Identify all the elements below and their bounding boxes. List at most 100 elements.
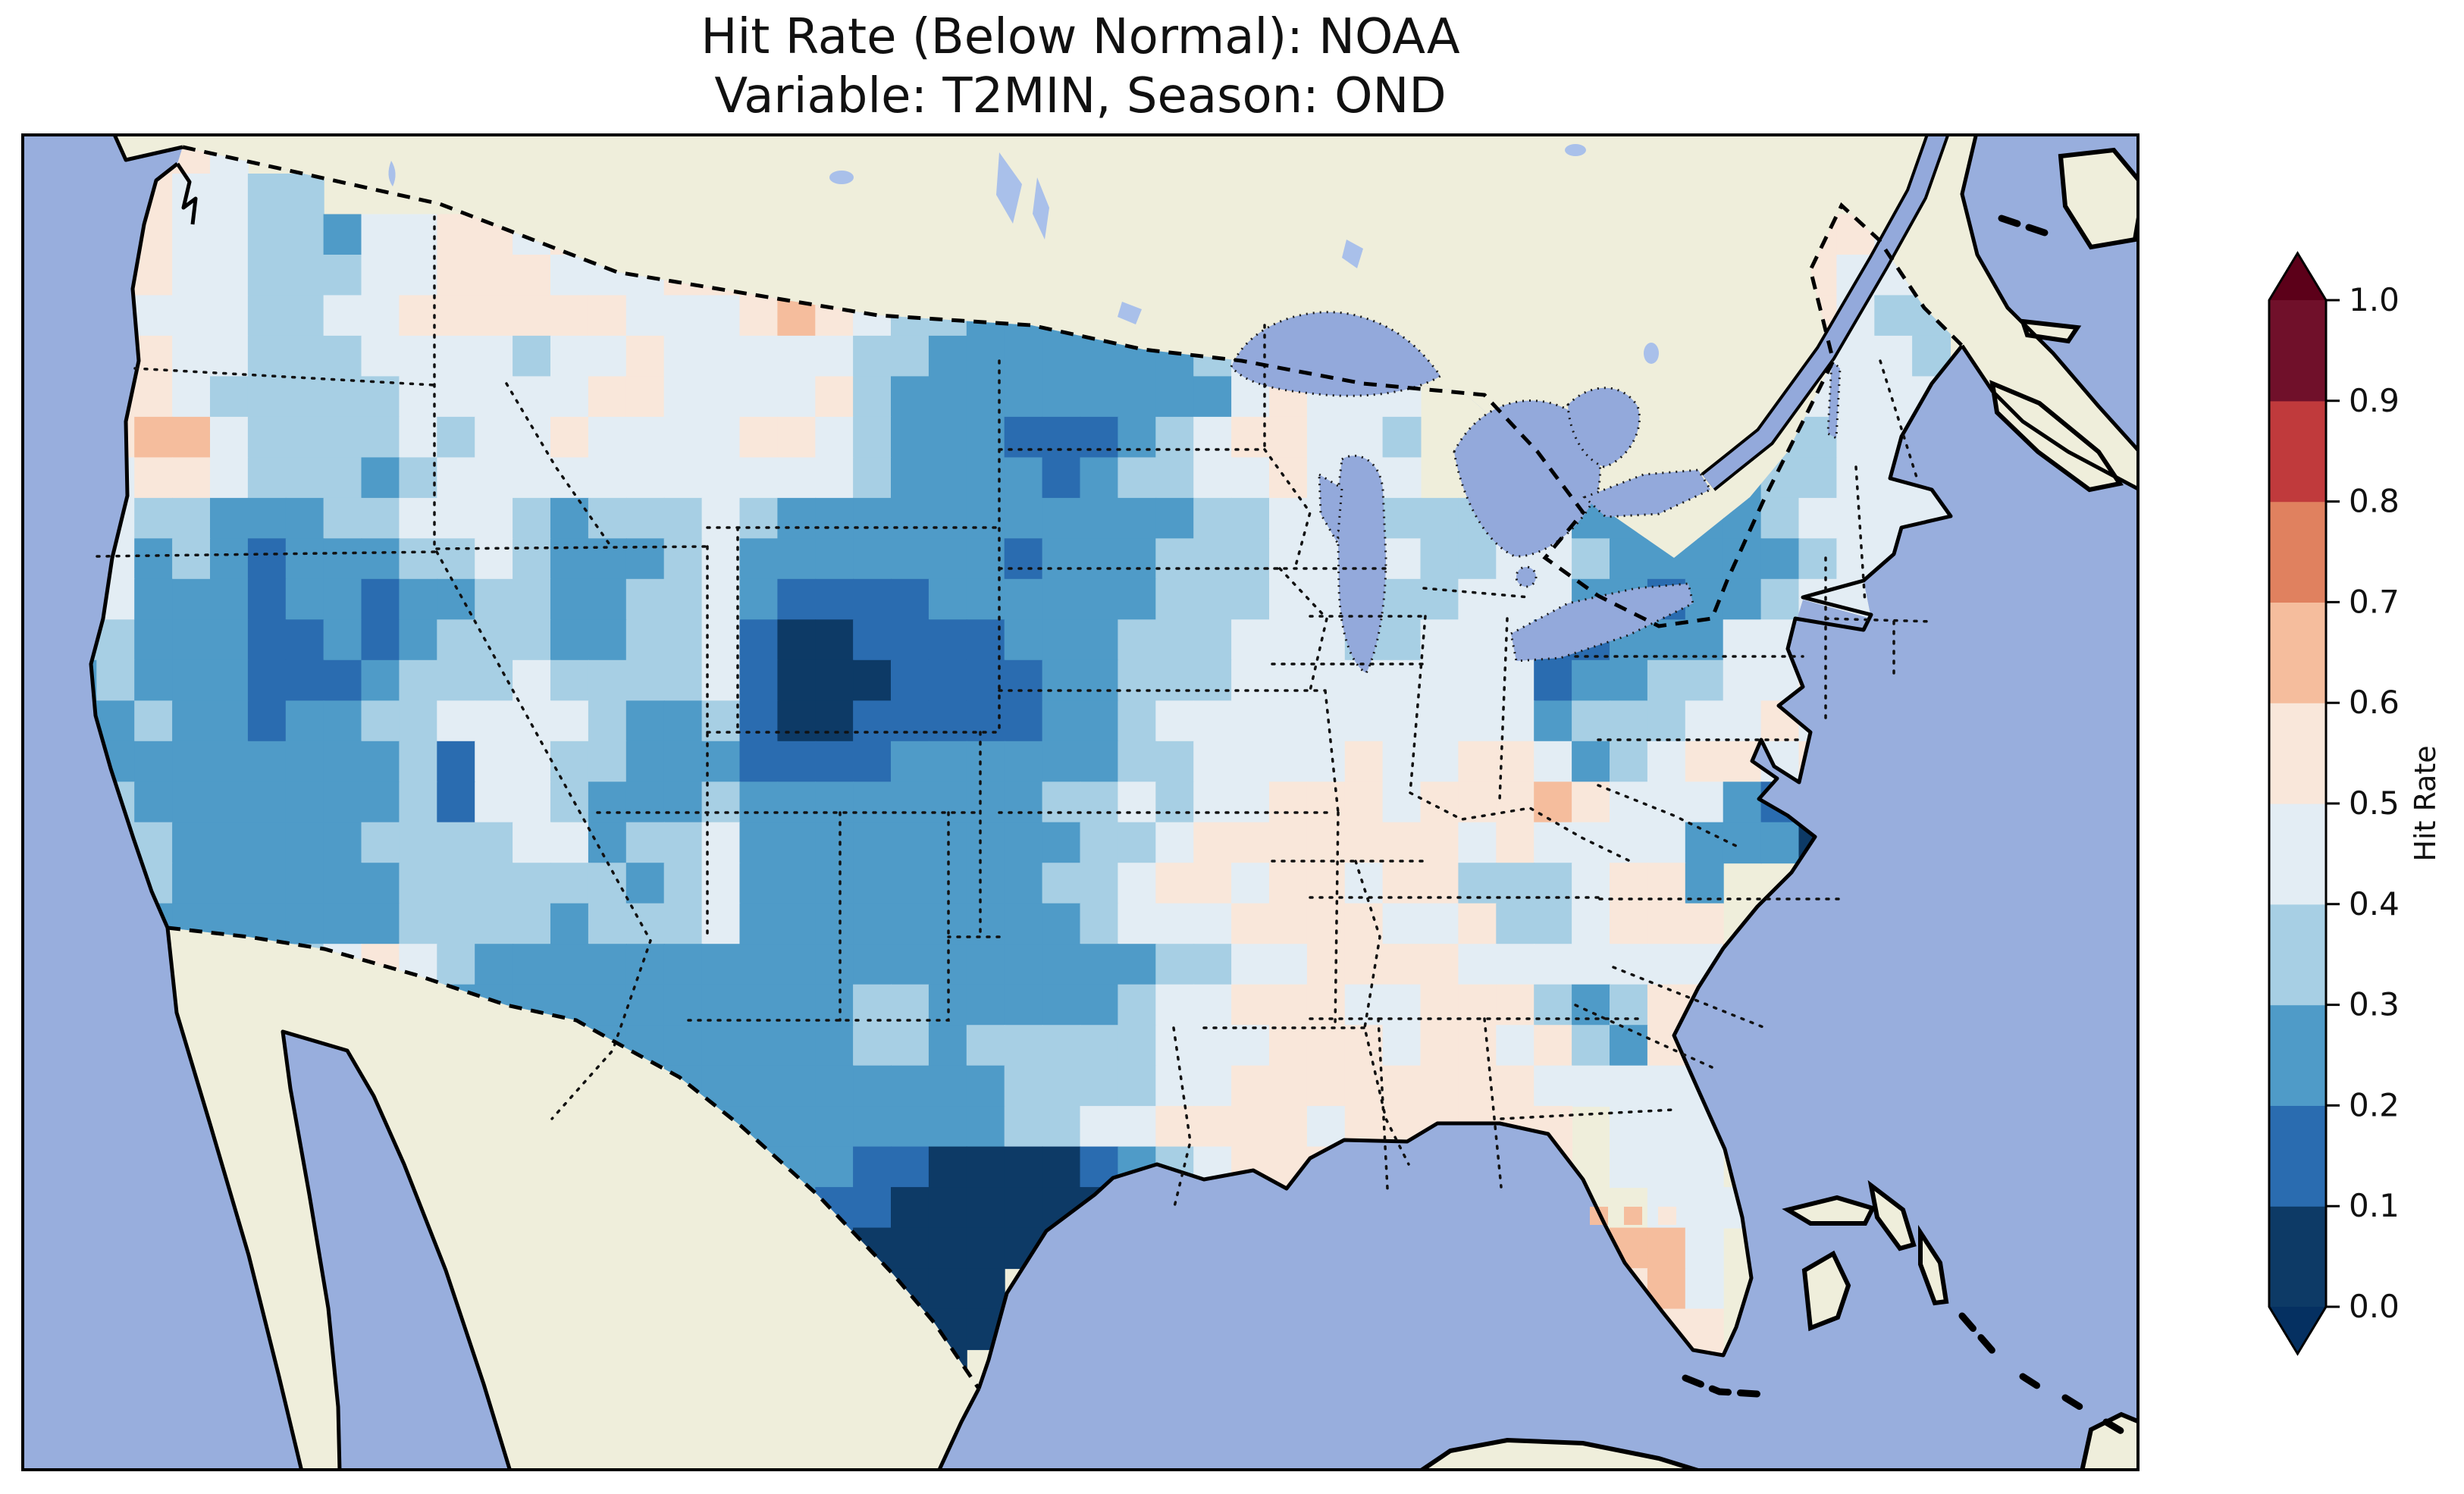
heatmap-cell (1042, 822, 1081, 864)
heatmap-cell (853, 863, 892, 904)
heatmap-cell (1647, 1106, 1686, 1148)
heatmap-cell (815, 1106, 854, 1148)
heatmap-cell (1420, 659, 1459, 702)
canada-atlantic-coastline (1960, 344, 2140, 492)
heatmap-cell (1306, 1106, 1346, 1148)
heatmap-cell (1042, 741, 1081, 783)
heatmap-cell (1760, 538, 1800, 580)
heatmap-cell (739, 457, 779, 499)
newfoundland (2058, 147, 2140, 250)
heatmap-cell (815, 619, 854, 661)
heatmap-cell (966, 944, 1005, 985)
heatmap-cell (588, 903, 627, 945)
heatmap-cell (1193, 741, 1233, 783)
heatmap-cell (625, 619, 665, 661)
heatmap-cell (1685, 1268, 1724, 1310)
heatmap-cell (323, 822, 362, 864)
heatmap-cell (361, 863, 400, 904)
heatmap-cell (1004, 619, 1043, 661)
heatmap-cell (815, 700, 854, 742)
heatmap-cell (96, 659, 136, 702)
heatmap-cell (1382, 457, 1422, 499)
heatmap-cell (1042, 619, 1081, 661)
heatmap-cell (1231, 1065, 1270, 1107)
heatmap-cell (1004, 416, 1043, 459)
colorbar-tick-label: 0.8 (2349, 483, 2400, 520)
heatmap-cell (853, 659, 892, 702)
heatmap-cell (1004, 741, 1043, 783)
heatmap-cell (285, 457, 324, 499)
heatmap-cell (285, 295, 324, 337)
lake-ontario (1582, 468, 1713, 518)
turks-and-caicos-chain (2019, 1373, 2125, 1435)
lake-st-clair (1515, 565, 1538, 588)
heatmap-cell (928, 1227, 967, 1270)
colorbar-ticks: 1.0 0.9 0.8 0.7 0.6 0.5 0.4 0.3 0.2 0.1 0.0 (2326, 281, 2400, 1325)
heatmap-cell (928, 659, 967, 702)
georgian-bay (1566, 387, 1641, 468)
heatmap-cell (323, 255, 362, 296)
heatmap-cell (550, 457, 589, 499)
heatmap-cell (247, 741, 287, 783)
heatmap-cell (437, 822, 476, 864)
heatmap-cell (891, 1025, 929, 1066)
heatmap-cell (513, 659, 551, 702)
map-panel (21, 133, 2140, 1471)
heatmap-cell (1155, 822, 1195, 864)
heatmap-cell (1118, 578, 1157, 621)
heatmap-cell (1647, 781, 1686, 823)
heatmap-cell (588, 700, 627, 742)
heatmap-cell (1723, 781, 1762, 823)
heatmap-cell (625, 376, 665, 418)
heatmap-cell (1155, 741, 1195, 783)
heatmap-cell (1269, 984, 1308, 1026)
colorbar-tick-label: 0.0 (2349, 1288, 2400, 1325)
heatmap-cell (815, 903, 854, 945)
heatmap-cell (1458, 578, 1497, 621)
heatmap-cell (1231, 863, 1270, 904)
heatmap-cell (928, 578, 967, 621)
heatmap-cell (1269, 659, 1308, 702)
heatmap-cell (891, 659, 929, 702)
heatmap-cell (777, 538, 817, 580)
heatmap-cell (701, 376, 741, 418)
st-lawrence-river (1703, 133, 1947, 489)
heatmap-cell (247, 214, 287, 255)
heatmap-cell (172, 619, 211, 661)
heatmap-cell (437, 538, 476, 580)
hispaniola (2079, 1411, 2140, 1471)
heatmap-cell (1534, 1065, 1573, 1107)
heatmap-cell (739, 295, 779, 337)
heatmap-cell (550, 822, 589, 864)
heatmap-cell (1155, 863, 1195, 904)
heatmap-cell (739, 944, 779, 985)
heatmap-cell (1004, 944, 1043, 985)
heatmap-cell (1118, 538, 1157, 580)
heatmap-cell (361, 578, 400, 621)
us-canada-border (182, 145, 1964, 628)
heatmap-cell (1344, 944, 1384, 985)
heatmap-cell (1193, 578, 1233, 621)
heatmap-cell (513, 863, 551, 904)
heatmap-cell (928, 1268, 967, 1310)
heatmap-cell (1269, 700, 1308, 742)
heatmap-cell (1118, 944, 1157, 985)
heatmap-cell (134, 578, 174, 621)
bc-coastline (111, 133, 183, 162)
heatmap-cell (739, 863, 779, 904)
heatmap-cell (475, 416, 514, 459)
heatmap-cell (588, 781, 627, 823)
colorbar-tick-label: 0.3 (2349, 986, 2400, 1023)
figure-title: Hit Rate (Below Normal): NOAA Variable: … (21, 8, 2140, 126)
heatmap-cell (701, 335, 741, 377)
heatmap-cell (853, 619, 892, 661)
heatmap-cell (323, 700, 362, 742)
heatmap-cell (323, 457, 362, 499)
heatmap-cell (1080, 416, 1119, 459)
heatmap-cell (1118, 781, 1157, 823)
heatmap-cell (701, 416, 741, 459)
heatmap-cell (1193, 1025, 1233, 1066)
heatmap-cell (247, 538, 287, 580)
heatmap-cell (1344, 1065, 1384, 1107)
heatmap-cell (1685, 659, 1724, 702)
